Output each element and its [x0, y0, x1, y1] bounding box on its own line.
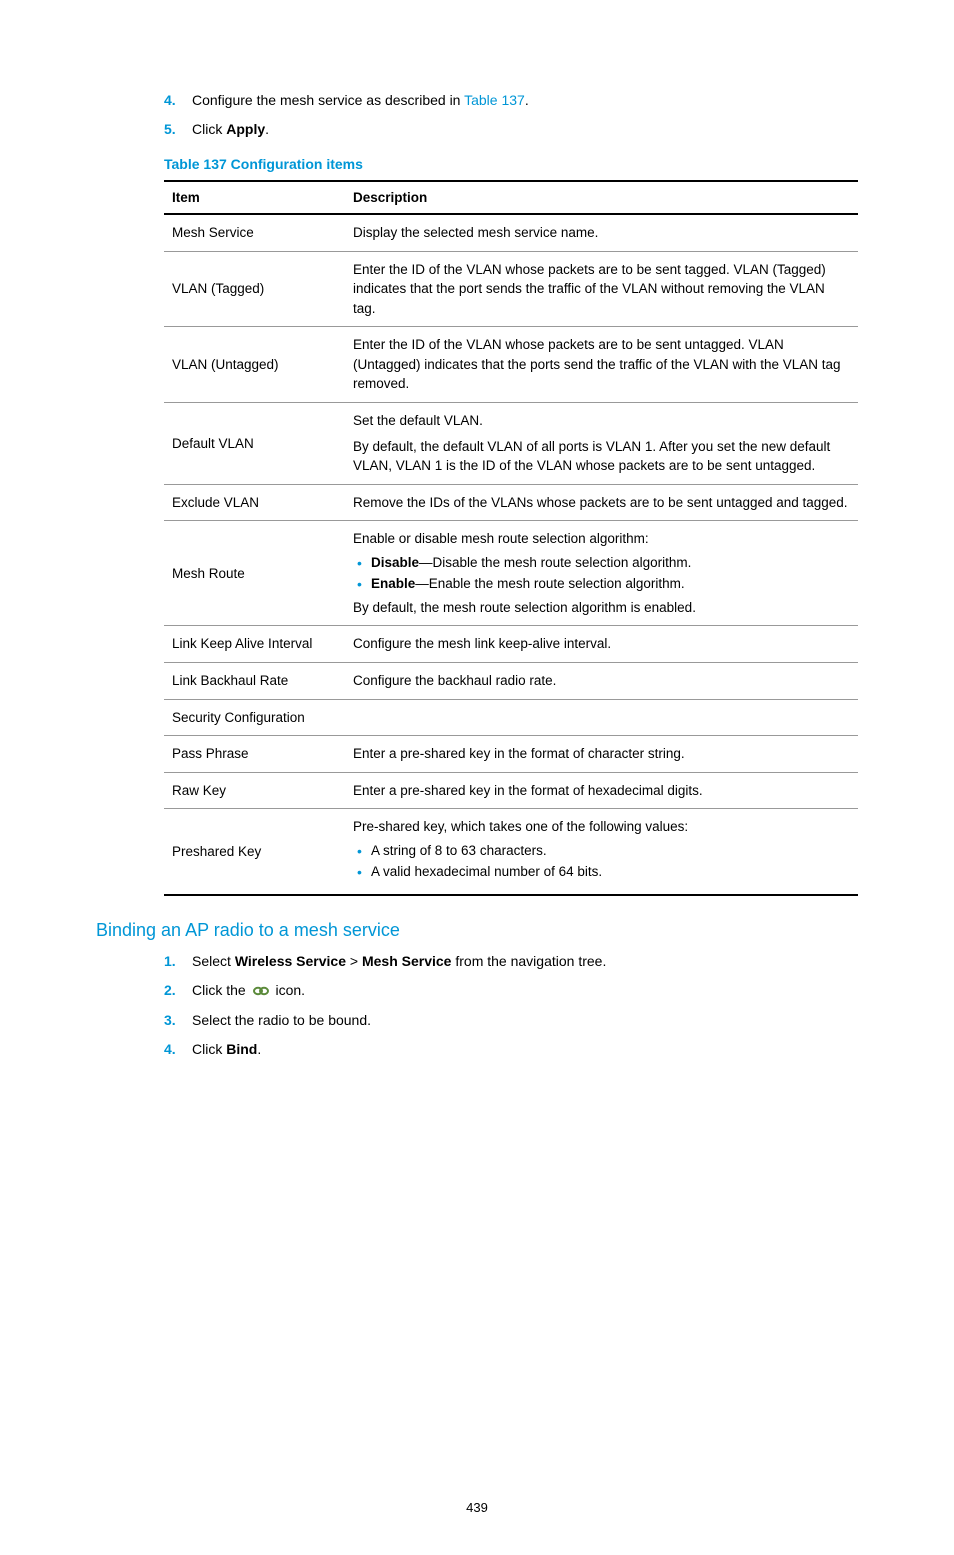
- table-row: Link Keep Alive Interval Configure the m…: [164, 626, 858, 663]
- item-cell: Raw Key: [164, 772, 345, 809]
- table-row: Pass Phrase Enter a pre-shared key in th…: [164, 736, 858, 773]
- apply-label: Apply: [226, 121, 265, 137]
- item-cell: Link Backhaul Rate: [164, 663, 345, 700]
- text-run: >: [346, 953, 362, 969]
- table-ref-link[interactable]: Table 137: [464, 92, 525, 108]
- step-number: 5.: [164, 119, 192, 140]
- desc-intro: Enable or disable mesh route selection a…: [353, 529, 850, 549]
- text-run: —Enable the mesh route selection algorit…: [415, 576, 684, 591]
- bold-run: Wireless Service: [235, 953, 346, 969]
- step-number: 2.: [164, 980, 192, 1002]
- text-run: Select: [192, 953, 235, 969]
- desc-cell: Pre-shared key, which takes one of the f…: [345, 809, 858, 895]
- text-run: .: [525, 92, 529, 108]
- step-number: 4.: [164, 90, 192, 111]
- table-row: VLAN (Tagged) Enter the ID of the VLAN w…: [164, 251, 858, 327]
- item-cell: Security Configuration: [164, 699, 345, 736]
- text-run: from the navigation tree.: [451, 953, 606, 969]
- table-row: Mesh Route Enable or disable mesh route …: [164, 521, 858, 626]
- item-cell: Exclude VLAN: [164, 484, 345, 521]
- step-3: 3. Select the radio to be bound.: [164, 1010, 858, 1031]
- bold-run: Disable: [371, 555, 419, 570]
- item-cell: VLAN (Tagged): [164, 251, 345, 327]
- step-text: Click the icon.: [192, 980, 305, 1002]
- steps-top: 4. Configure the mesh service as describ…: [96, 90, 858, 140]
- step-5: 5. Click Apply.: [164, 119, 858, 140]
- bold-run: Enable: [371, 576, 415, 591]
- text-run: .: [257, 1041, 261, 1057]
- list-item: Enable—Enable the mesh route selection a…: [353, 574, 850, 594]
- desc-cell: [345, 699, 858, 736]
- desc-cell: Enter a pre-shared key in the format of …: [345, 772, 858, 809]
- item-cell: Default VLAN: [164, 402, 345, 484]
- desc-p1: Set the default VLAN.: [353, 411, 850, 431]
- col-item: Item: [164, 181, 345, 214]
- table-row: Preshared Key Pre-shared key, which take…: [164, 809, 858, 895]
- desc-cell: Set the default VLAN. By default, the de…: [345, 402, 858, 484]
- step-2: 2. Click the icon.: [164, 980, 858, 1002]
- step-text: Click Apply.: [192, 119, 269, 140]
- item-cell: Link Keep Alive Interval: [164, 626, 345, 663]
- item-cell: Preshared Key: [164, 809, 345, 895]
- link-icon: [252, 981, 270, 1002]
- bullet-list: A string of 8 to 63 characters. A valid …: [353, 841, 850, 882]
- item-cell: Pass Phrase: [164, 736, 345, 773]
- table-row: VLAN (Untagged) Enter the ID of the VLAN…: [164, 327, 858, 403]
- desc-cell: Configure the mesh link keep-alive inter…: [345, 626, 858, 663]
- step-number: 4.: [164, 1039, 192, 1060]
- list-item: A string of 8 to 63 characters.: [353, 841, 850, 861]
- table-row: Link Backhaul Rate Configure the backhau…: [164, 663, 858, 700]
- desc-cell: Enter a pre-shared key in the format of …: [345, 736, 858, 773]
- step-number: 3.: [164, 1010, 192, 1031]
- text-run: Click the: [192, 982, 250, 998]
- desc-cell: Enter the ID of the VLAN whose packets a…: [345, 327, 858, 403]
- desc-intro: Pre-shared key, which takes one of the f…: [353, 817, 850, 837]
- step-4: 4. Click Bind.: [164, 1039, 858, 1060]
- bullet-list: Disable—Disable the mesh route selection…: [353, 553, 850, 594]
- item-cell: Mesh Service: [164, 214, 345, 251]
- step-text: Select Wireless Service > Mesh Service f…: [192, 951, 606, 972]
- desc-outro: By default, the mesh route selection alg…: [353, 598, 850, 618]
- desc-p2: By default, the default VLAN of all port…: [353, 437, 850, 476]
- section-heading: Binding an AP radio to a mesh service: [96, 920, 858, 941]
- table-row: Security Configuration: [164, 699, 858, 736]
- text-run: Click: [192, 1041, 226, 1057]
- table-caption: Table 137 Configuration items: [164, 156, 858, 172]
- col-description: Description: [345, 181, 858, 214]
- bind-label: Bind: [226, 1041, 257, 1057]
- item-cell: Mesh Route: [164, 521, 345, 626]
- list-item: Disable—Disable the mesh route selection…: [353, 553, 850, 573]
- desc-cell: Configure the backhaul radio rate.: [345, 663, 858, 700]
- text-run: —Disable the mesh route selection algori…: [419, 555, 691, 570]
- list-item: A valid hexadecimal number of 64 bits.: [353, 862, 850, 882]
- table-row: Mesh Service Display the selected mesh s…: [164, 214, 858, 251]
- table-row: Exclude VLAN Remove the IDs of the VLANs…: [164, 484, 858, 521]
- desc-cell: Enter the ID of the VLAN whose packets a…: [345, 251, 858, 327]
- table-row: Raw Key Enter a pre-shared key in the fo…: [164, 772, 858, 809]
- text-run: Configure the mesh service as described …: [192, 92, 464, 108]
- text-run: Click: [192, 121, 226, 137]
- step-text: Configure the mesh service as described …: [192, 90, 529, 111]
- page-number: 439: [96, 1500, 858, 1515]
- step-1: 1. Select Wireless Service > Mesh Servic…: [164, 951, 858, 972]
- item-cell: VLAN (Untagged): [164, 327, 345, 403]
- document-page: 4. Configure the mesh service as describ…: [0, 0, 954, 1555]
- text-run: icon.: [272, 982, 305, 998]
- steps-bottom: 1. Select Wireless Service > Mesh Servic…: [96, 951, 858, 1060]
- desc-cell: Remove the IDs of the VLANs whose packet…: [345, 484, 858, 521]
- table-header-row: Item Description: [164, 181, 858, 214]
- step-4: 4. Configure the mesh service as describ…: [164, 90, 858, 111]
- desc-cell: Display the selected mesh service name.: [345, 214, 858, 251]
- config-table: Item Description Mesh Service Display th…: [164, 180, 858, 896]
- table-row: Default VLAN Set the default VLAN. By de…: [164, 402, 858, 484]
- bold-run: Mesh Service: [362, 953, 452, 969]
- step-number: 1.: [164, 951, 192, 972]
- step-text: Select the radio to be bound.: [192, 1010, 371, 1031]
- step-text: Click Bind.: [192, 1039, 261, 1060]
- desc-cell: Enable or disable mesh route selection a…: [345, 521, 858, 626]
- text-run: .: [265, 121, 269, 137]
